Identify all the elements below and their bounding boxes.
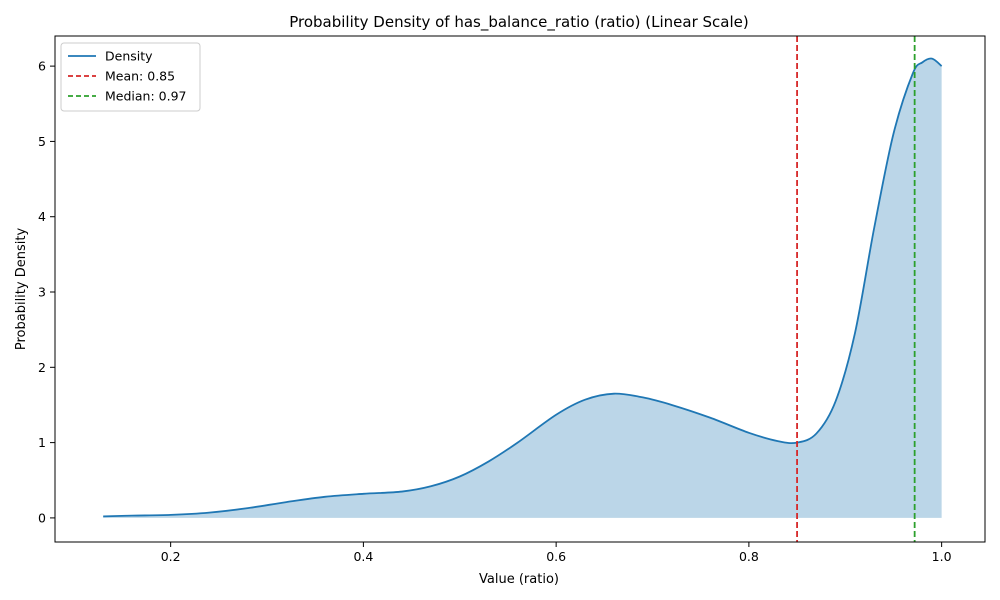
y-tick-label: 1 (38, 435, 46, 450)
x-tick-label: 0.6 (546, 549, 566, 564)
y-tick-label: 4 (38, 209, 46, 224)
x-tick-label: 0.8 (739, 549, 759, 564)
x-tick-label: 0.2 (161, 549, 181, 564)
plot-area: 0.2 0.4 0.6 0.8 1.0 0 1 2 3 4 5 6 (38, 35, 986, 564)
y-tick-label: 5 (38, 134, 46, 149)
y-tick-label: 0 (38, 510, 46, 525)
x-axis-label: Value (ratio) (479, 572, 559, 587)
density-fill-area (103, 58, 942, 518)
chart-title: Probability Density of has_balance_ratio… (289, 13, 749, 32)
x-tick-label: 1.0 (932, 549, 952, 564)
axes-frame (54, 35, 986, 543)
y-axis-label: Probability Density (14, 228, 29, 351)
legend-box (60, 42, 201, 112)
x-tick-label: 0.4 (353, 549, 373, 564)
y-tick-label: 2 (38, 360, 46, 375)
y-tick-label: 6 (38, 59, 46, 74)
legend: Density Mean: 0.85 Median: 0.97 (60, 42, 201, 112)
legend-item-mean-label: Mean: 0.85 (105, 69, 175, 84)
y-tick-label: 3 (38, 285, 46, 300)
legend-item-median-label: Median: 0.97 (105, 89, 186, 104)
legend-item-density-label: Density (105, 49, 153, 64)
density-line (103, 57, 943, 518)
